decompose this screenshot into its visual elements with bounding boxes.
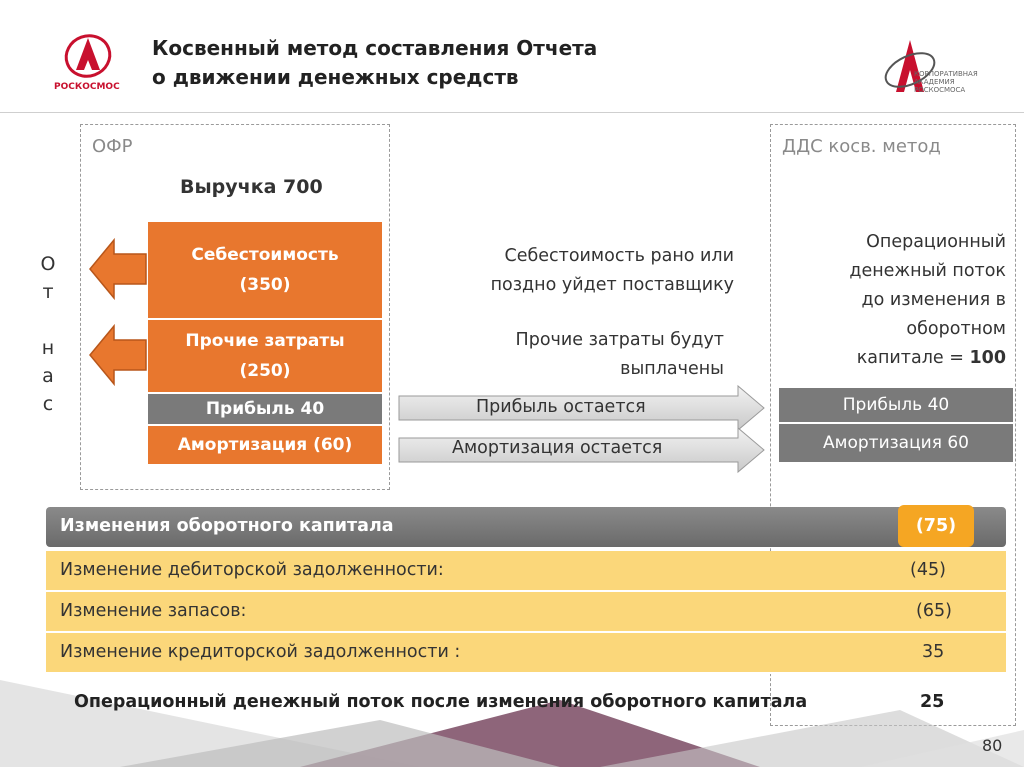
other-costs-note: Прочие затраты будут выплачены <box>515 330 724 379</box>
academy-logo: КОРПОРАТИВНАЯ АКАДЕМИЯ РОСКОСМОСА <box>880 36 990 102</box>
row-value: (45) <box>910 560 946 580</box>
other-costs-title: Прочие затраты <box>185 331 345 351</box>
profit-arrow-icon <box>398 384 765 432</box>
row-value: (65) <box>916 601 952 621</box>
dds-label: ДДС косв. метод <box>782 136 941 157</box>
cost-title: Себестоимость <box>191 245 339 265</box>
vertical-char: н <box>41 337 55 359</box>
page-title-line2: о движении денежных средств <box>152 65 519 89</box>
roscosmos-logo-text: РОСКОСМОС <box>54 82 120 92</box>
page-number: 80 <box>982 736 1003 755</box>
vertical-label: О т н а с <box>36 250 60 418</box>
dds-profit-box: Прибыль 40 <box>778 387 1014 423</box>
ofr-panel <box>80 124 390 490</box>
table-row: Изменение кредиторской задолженности : 3… <box>46 633 1006 674</box>
decorative-footer-shapes <box>0 680 1024 767</box>
table-row: Изменение запасов: (65) <box>46 592 1006 633</box>
dds-amortization-box: Амортизация 60 <box>778 423 1014 463</box>
left-arrow-cost-icon <box>89 237 147 301</box>
row-label: Изменение кредиторской задолженности : <box>60 642 461 662</box>
summary-value: 25 <box>920 692 945 712</box>
operating-flow-value: 100 <box>969 348 1006 368</box>
left-arrow-other-icon <box>89 323 147 387</box>
roscosmos-emblem-icon <box>64 34 112 78</box>
header-divider <box>0 112 1024 113</box>
amortization-arrow-icon <box>398 426 765 474</box>
working-capital-header-label: Изменения оборотного капитала <box>60 516 394 536</box>
roscosmos-logo: РОСКОСМОС <box>48 30 128 98</box>
vertical-char: с <box>42 393 54 415</box>
summary-label: Операционный денежный поток после измене… <box>74 692 808 712</box>
page-title-line1: Косвенный метод составления Отчета <box>152 36 598 60</box>
cost-box: Себестоимость (350) <box>147 221 383 319</box>
working-capital-total-badge: (75) <box>898 505 974 547</box>
vertical-char: т <box>42 281 54 303</box>
page-title: Косвенный метод составления Отчета о дви… <box>152 34 597 92</box>
vertical-char: а <box>42 365 54 387</box>
amortization-box: Амортизация (60) <box>147 425 383 465</box>
row-label: Изменение запасов: <box>60 601 247 621</box>
amortization-arrow-label: Амортизация остается <box>452 438 663 458</box>
revenue-label: Выручка 700 <box>180 176 323 198</box>
table-row: Изменение дебиторской задолженности: (45… <box>46 551 1006 592</box>
row-value: 35 <box>922 642 945 662</box>
academy-logo-text: КОРПОРАТИВНАЯ АКАДЕМИЯ РОСКОСМОСА <box>914 70 978 94</box>
vertical-char <box>36 306 60 334</box>
vertical-char: О <box>40 253 56 275</box>
cost-value: (350) <box>239 275 291 295</box>
other-costs-box: Прочие затраты (250) <box>147 319 383 393</box>
working-capital-header: Изменения оборотного капитала <box>46 507 1006 547</box>
profit-arrow-label: Прибыль остается <box>476 397 646 417</box>
operating-flow-note: Операционный денежный поток до изменения… <box>849 232 1006 368</box>
academy-emblem-icon <box>884 40 936 92</box>
ofr-label: ОФР <box>92 136 133 157</box>
row-label: Изменение дебиторской задолженности: <box>60 560 444 580</box>
profit-box: Прибыль 40 <box>147 393 383 425</box>
other-costs-value: (250) <box>239 361 291 381</box>
cost-note: Себестоимость рано или поздно уйдет пост… <box>490 246 734 295</box>
